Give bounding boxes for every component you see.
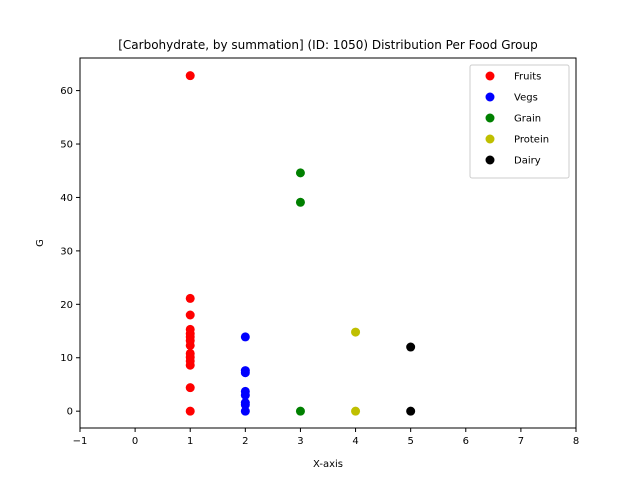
legend-label-fruits: Fruits xyxy=(514,72,541,83)
point-vegs xyxy=(240,400,250,410)
point-fruits xyxy=(185,310,195,320)
x-tick-label: −1 xyxy=(73,436,88,447)
x-tick-label: 0 xyxy=(132,436,138,447)
point-grain xyxy=(295,406,305,416)
point-fruits xyxy=(185,360,195,370)
x-tick-label: 8 xyxy=(573,436,579,447)
x-tick-label: 5 xyxy=(407,436,413,447)
point-fruits xyxy=(185,340,195,350)
legend-marker-protein xyxy=(485,134,495,144)
y-tick-label: 30 xyxy=(60,246,73,257)
x-tick-label: 7 xyxy=(518,436,524,447)
plot-area xyxy=(79,57,577,429)
legend-marker-dairy xyxy=(485,155,495,165)
y-axis-label: G xyxy=(35,239,46,247)
point-vegs xyxy=(240,390,250,400)
x-axis-label: X-axis xyxy=(313,459,343,470)
point-fruits xyxy=(185,293,195,303)
point-fruits xyxy=(185,71,195,81)
x-axis-ticks: −1 0 1 2 3 4 5 6 7 8 xyxy=(73,428,579,447)
y-tick-label: 0 xyxy=(67,407,73,418)
x-tick-label: 3 xyxy=(297,436,303,447)
point-fruits xyxy=(185,383,195,393)
point-fruits xyxy=(185,406,195,416)
legend-label-vegs: Vegs xyxy=(514,93,538,104)
y-tick-label: 20 xyxy=(60,300,73,311)
point-vegs xyxy=(240,332,250,342)
y-tick-label: 40 xyxy=(60,193,73,204)
x-tick-label: 4 xyxy=(352,436,358,447)
point-grain xyxy=(295,197,305,207)
legend-marker-vegs xyxy=(485,92,495,102)
y-axis-ticks: 0 10 20 30 40 50 60 xyxy=(60,86,80,418)
legend-label-dairy: Dairy xyxy=(514,156,541,167)
x-tick-label: 1 xyxy=(187,436,193,447)
x-tick-label: 2 xyxy=(242,436,248,447)
point-vegs xyxy=(240,406,250,416)
x-tick-label: 6 xyxy=(463,436,469,447)
y-tick-label: 60 xyxy=(60,86,73,97)
point-dairy xyxy=(406,342,416,352)
legend: Fruits Vegs Grain Protein Dairy xyxy=(469,64,570,179)
point-vegs xyxy=(240,368,250,378)
point-grain xyxy=(295,168,305,178)
chart-title: [Carbohydrate, by summation] (ID: 1050) … xyxy=(118,38,537,52)
points-layer xyxy=(185,71,416,416)
legend-label-grain: Grain xyxy=(514,114,541,125)
y-tick-label: 50 xyxy=(60,140,73,151)
legend-marker-grain xyxy=(485,113,495,123)
y-tick-label: 10 xyxy=(60,353,73,364)
point-dairy xyxy=(406,406,416,416)
legend-label-protein: Protein xyxy=(514,135,549,146)
point-protein xyxy=(351,327,361,337)
point-protein xyxy=(351,406,361,416)
legend-marker-fruits xyxy=(485,71,495,81)
legend-box xyxy=(469,64,570,179)
